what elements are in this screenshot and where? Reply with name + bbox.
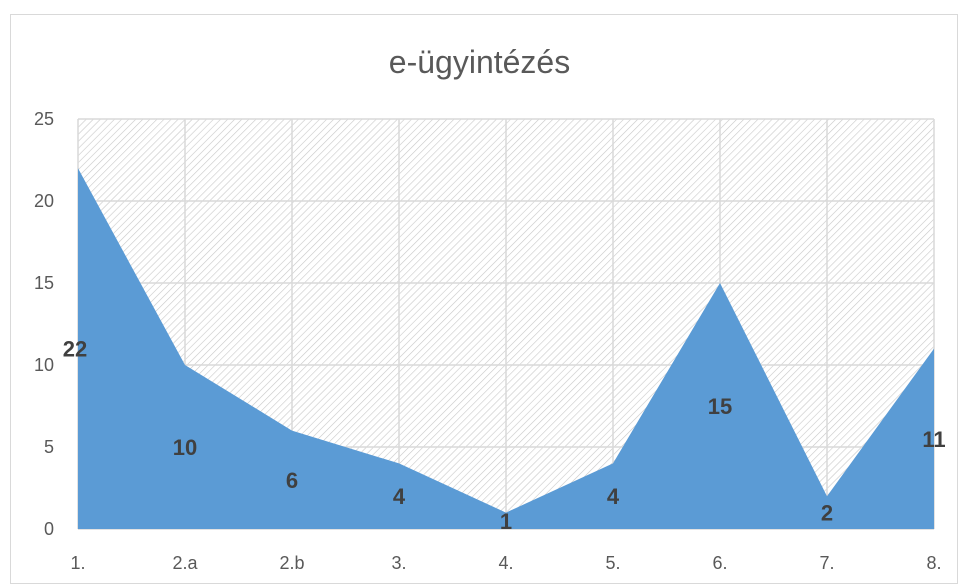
data-label: 4 bbox=[607, 484, 620, 509]
y-tick-label: 5 bbox=[44, 437, 54, 457]
x-tick-label: 8. bbox=[926, 553, 941, 573]
data-label: 10 bbox=[173, 435, 197, 460]
x-tick-label: 5. bbox=[605, 553, 620, 573]
x-tick-label: 2.b bbox=[279, 553, 304, 573]
y-tick-label: 15 bbox=[34, 273, 54, 293]
x-tick-label: 4. bbox=[498, 553, 513, 573]
x-tick-label: 2.a bbox=[172, 553, 198, 573]
data-label: 11 bbox=[922, 427, 945, 452]
data-label: 4 bbox=[393, 484, 406, 509]
data-label: 15 bbox=[708, 394, 732, 419]
y-tick-label: 0 bbox=[44, 519, 54, 539]
x-tick-label: 3. bbox=[391, 553, 406, 573]
data-label: 6 bbox=[286, 468, 298, 493]
data-label: 22 bbox=[63, 337, 87, 362]
y-tick-label: 25 bbox=[34, 109, 54, 129]
y-tick-label: 20 bbox=[34, 191, 54, 211]
x-tick-label: 1. bbox=[70, 553, 85, 573]
series-area bbox=[78, 168, 934, 529]
x-tick-label: 7. bbox=[819, 553, 834, 573]
data-label: 2 bbox=[821, 501, 833, 526]
x-tick-label: 6. bbox=[712, 553, 727, 573]
chart-title: e-ügyintézés bbox=[388, 44, 571, 80]
y-tick-label: 10 bbox=[34, 355, 54, 375]
data-label: 1 bbox=[500, 509, 512, 534]
